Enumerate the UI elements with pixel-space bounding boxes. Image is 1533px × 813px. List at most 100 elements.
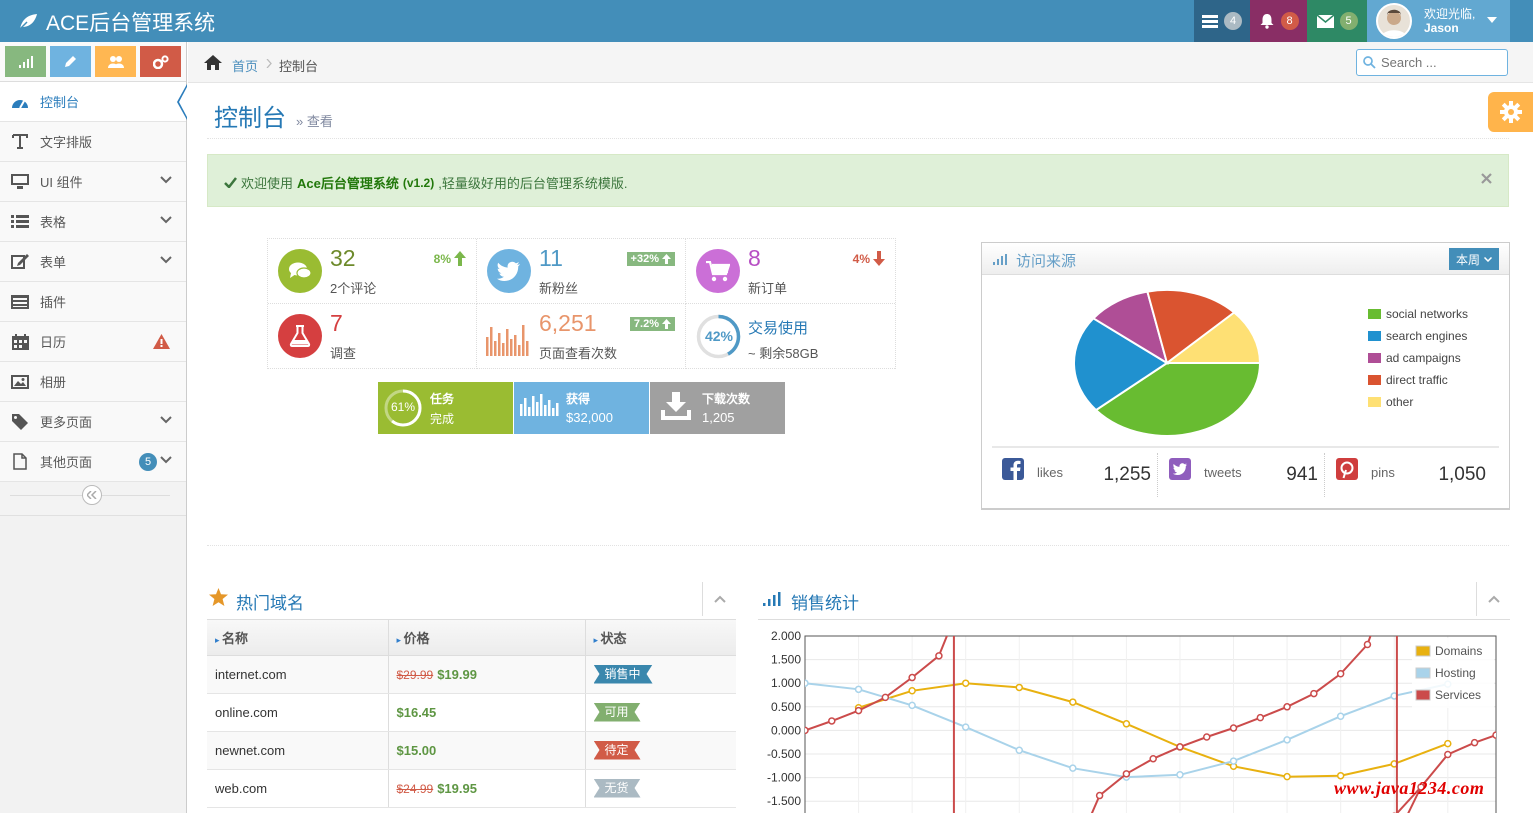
data-point[interactable] [908, 687, 916, 695]
sidebar-item-typography[interactable]: 文字排版 [0, 122, 186, 162]
sidebar-item-tables[interactable]: 表格 [0, 202, 186, 242]
data-point[interactable] [1095, 791, 1104, 800]
y-tick-label: 1.500 [771, 653, 801, 667]
social-divider [992, 446, 1499, 448]
sidebar-item-dashboard[interactable]: 控制台 [0, 82, 187, 122]
pie-slice[interactable] [1091, 290, 1169, 366]
column-header-status[interactable]: ▸ 状态 [585, 620, 736, 656]
column-header-price[interactable]: ▸ 价格 [388, 620, 586, 656]
sidebar-item-label: 其他页面 [40, 455, 93, 470]
data-point[interactable] [828, 717, 836, 725]
sidebar-item-more-pages[interactable]: 更多页面 [0, 402, 186, 442]
chart-legend: Domains Hosting Services [1412, 638, 1494, 708]
chevron-down-icon [160, 456, 172, 464]
settings-button[interactable] [1488, 92, 1533, 132]
infobox-pageviews: 6,251 页面查看次数 7.2% [477, 304, 686, 369]
shortcut-users-button[interactable] [95, 46, 136, 77]
pinterest-icon [1336, 458, 1358, 480]
pie-slice[interactable] [1094, 362, 1262, 437]
data-point[interactable] [1122, 720, 1131, 728]
legend-swatch [1368, 375, 1381, 385]
sidebar-item-ui-elements[interactable]: UI 组件 [0, 162, 186, 202]
domains-widget-title: 热门域名 [236, 594, 304, 613]
data-point[interactable] [854, 706, 863, 715]
column-header-name[interactable]: ▸ 名称 [207, 620, 389, 656]
data-point[interactable] [1336, 712, 1345, 720]
y-tick-label: 2.000 [771, 629, 801, 643]
sidebar-item-other-pages[interactable]: 其他页面 5 [0, 442, 186, 482]
data-point[interactable] [854, 685, 863, 694]
data-point[interactable] [802, 679, 809, 687]
tile-tasks: 61% 任务 完成 [378, 382, 513, 434]
shortcut-settings-button[interactable] [140, 46, 181, 77]
data-point[interactable] [1336, 771, 1345, 780]
data-point[interactable] [1283, 772, 1291, 781]
messages-button[interactable]: 5 [1307, 0, 1367, 42]
data-point[interactable] [908, 701, 916, 710]
data-point[interactable] [1283, 736, 1291, 744]
data-point[interactable] [1069, 698, 1077, 706]
sidebar-item-gallery[interactable]: 相册 [0, 362, 186, 402]
notifications-button[interactable]: 8 [1250, 0, 1307, 42]
legend-item: direct traffic [1368, 369, 1468, 391]
pie-slice[interactable] [1073, 317, 1169, 412]
data-point[interactable] [1069, 764, 1077, 772]
data-point[interactable] [1283, 703, 1291, 711]
home-icon[interactable] [204, 55, 222, 70]
data-point[interactable] [961, 723, 970, 731]
infobox-text: 交易使用 [748, 320, 809, 337]
sidebar-item-calendar[interactable]: 日历 [0, 322, 186, 362]
domains-collapse-button[interactable] [702, 582, 736, 616]
domain-name: online.com [207, 693, 389, 732]
data-point[interactable] [1310, 689, 1318, 698]
data-point[interactable] [1363, 640, 1372, 649]
data-point[interactable] [1470, 738, 1479, 747]
data-point[interactable] [1229, 757, 1238, 765]
sales-widget-header: 销售统计 [758, 574, 1510, 620]
data-point[interactable] [802, 726, 809, 735]
sidebar-item-forms[interactable]: 表单 [0, 242, 186, 282]
data-point[interactable] [1444, 739, 1452, 748]
traffic-widget-header: 访问来源 本周 [982, 243, 1509, 275]
data-point[interactable] [908, 673, 916, 682]
arrow-down-icon [873, 251, 885, 266]
infobox-stat: 8% [433, 251, 451, 266]
data-point[interactable] [961, 679, 970, 687]
sidebar-collapse-button[interactable] [82, 485, 102, 505]
sidebar-item-widgets[interactable]: 插件 [0, 282, 186, 322]
pie-slice[interactable] [1146, 289, 1236, 365]
tasks-button[interactable]: 4 [1194, 0, 1250, 42]
sales-collapse-button[interactable] [1476, 582, 1510, 616]
gear-icon [1499, 101, 1522, 123]
range-dropdown-button[interactable]: 本周 [1449, 248, 1499, 270]
data-point[interactable] [935, 652, 943, 660]
data-point[interactable] [1417, 783, 1425, 791]
tasks-progress-ring [384, 389, 422, 427]
pie-slice[interactable] [1164, 311, 1262, 364]
infobox-storage: 42% 交易使用 ~ 剩余58GB [686, 304, 895, 369]
data-point[interactable] [1229, 724, 1238, 732]
traffic-widget-title: 访问来源 [1016, 253, 1077, 270]
search-input[interactable] [1381, 53, 1501, 72]
data-point[interactable] [881, 693, 890, 702]
data-point[interactable] [1444, 750, 1452, 759]
domains-widget: 热门域名 ▸ 名称 ▸ 价格 ▸ 状态 internet.com $29.99 $1… [207, 574, 736, 813]
data-point[interactable] [1336, 670, 1345, 678]
shortcut-stats-button[interactable] [5, 46, 46, 77]
data-point[interactable] [1015, 683, 1024, 692]
shortcut-edit-button[interactable] [50, 46, 91, 77]
data-point[interactable] [1122, 770, 1131, 778]
data-point[interactable] [1176, 771, 1184, 779]
download-icon [661, 392, 691, 420]
close-icon[interactable] [1481, 173, 1492, 184]
user-menu[interactable]: 欢迎光临, Jason [1367, 0, 1510, 42]
data-point[interactable] [1492, 731, 1499, 739]
brand[interactable]: ACE后台管理系统 [18, 7, 215, 37]
data-point[interactable] [1256, 713, 1265, 722]
alert-version: (v1.2) [402, 175, 435, 190]
data-point[interactable] [1202, 733, 1211, 741]
data-point[interactable] [1176, 743, 1184, 751]
data-point[interactable] [1015, 746, 1024, 754]
breadcrumb-home-link[interactable]: 首页 [232, 59, 259, 74]
data-point[interactable] [1149, 754, 1157, 763]
